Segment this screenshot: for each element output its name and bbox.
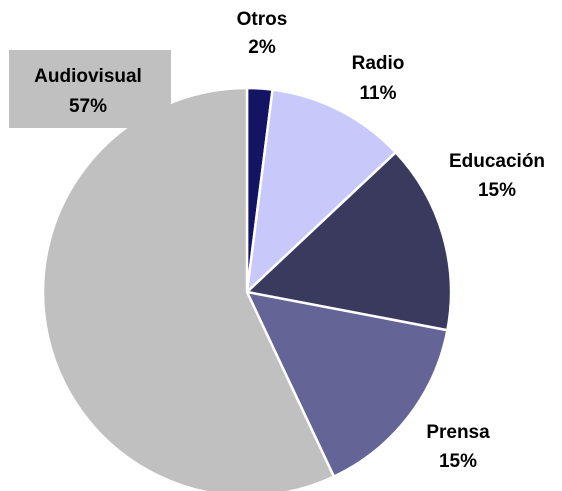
pie-slice [245,88,398,296]
slice-label: Otros [237,9,288,30]
pie-slice [244,290,449,479]
slice-label: Audiovisual [34,66,142,87]
slice-label: Prensa [426,422,490,443]
label-box [9,50,171,128]
slice-value-label: 2% [248,37,276,58]
slice-value-label: 15% [439,451,477,472]
slice-label: Educación [449,151,545,172]
pie-slice [244,150,453,332]
slice-value-label: 11% [360,83,397,104]
slice-value-label: 57% [69,96,107,117]
slice-value-label: 15% [478,180,516,201]
slice-label: Radio [352,53,405,74]
